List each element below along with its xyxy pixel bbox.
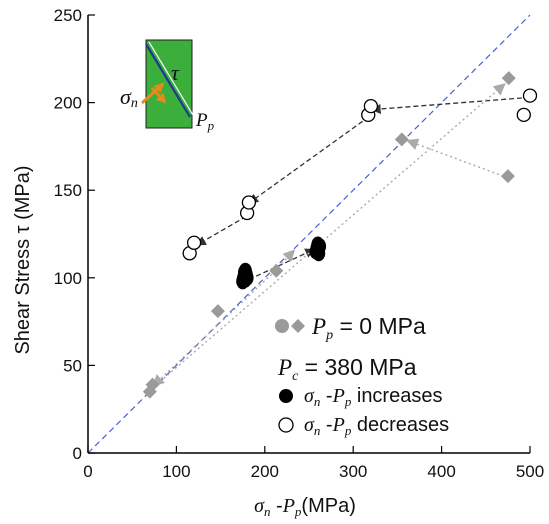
data-point-diamond (501, 71, 516, 86)
legend-item-decreases: σn -Pp decreases (278, 414, 449, 438)
inset-fault-line (145, 43, 191, 118)
points-layer (142, 71, 538, 399)
y-tick-label: 100 (54, 269, 82, 288)
svg-text:σn -Pp decreases: σn -Pp decreases (304, 414, 449, 438)
legend-marker-gray-circle (275, 319, 289, 333)
data-point-diamond (210, 304, 225, 319)
arrow-layer (152, 83, 531, 389)
data-point-open (186, 235, 202, 250)
y-tick-label: 50 (63, 356, 82, 375)
y-tick-label: 200 (54, 94, 82, 113)
fault-schematic-inset: σn τ Pp (120, 39, 215, 133)
legend-item-pc: Pc = 380 MPa (277, 354, 417, 384)
data-point-diamond (269, 263, 284, 278)
data-arrow (248, 116, 370, 204)
data-point-open (241, 195, 257, 210)
inset-fault-line (148, 41, 194, 116)
data-point-open (516, 107, 531, 123)
inset-shear-arrow (150, 86, 167, 104)
x-axis-label: σn -Pp(MPa) (254, 495, 356, 519)
x-tick-label: 200 (251, 462, 279, 481)
legend-item-increases: σn -Pp increases (279, 385, 442, 409)
legend: Pp = 0 MPa Pc = 380 MPa σn -Pp increases… (275, 313, 449, 438)
data-arrow (152, 270, 276, 387)
data-point-filled (240, 269, 254, 286)
inset-sigma-label: σn (120, 84, 138, 111)
x-tick-label: 400 (427, 462, 455, 481)
inset-normal-arrow (140, 82, 165, 105)
x-tick-label: 500 (516, 462, 544, 481)
data-arrow (277, 249, 296, 268)
y-tick-label: 150 (54, 181, 82, 200)
y-axis-label: Shear Stress τ (MPa) (12, 165, 34, 354)
y-tick-label: 0 (73, 444, 82, 463)
svg-text:σn -Pp increases: σn -Pp increases (304, 385, 442, 409)
legend-marker-filled-circle (279, 389, 293, 403)
legend-item-pp0: Pp = 0 MPa (275, 313, 426, 343)
tick-layer: 0 100 200 300 400 500 0 50 100 150 200 250 (54, 6, 545, 481)
data-point-open (522, 88, 538, 103)
data-arrow (248, 248, 316, 281)
y-tick-label: 250 (54, 6, 82, 25)
inset-pp-label: Pp (195, 110, 215, 133)
data-arrow (195, 215, 247, 246)
data-arrow (152, 83, 506, 389)
legend-marker-gray-diamond (291, 319, 305, 333)
svg-text:Pc = 380 MPa: Pc = 380 MPa (277, 354, 417, 384)
x-tick-label: 300 (339, 462, 367, 481)
data-point-open (363, 98, 379, 114)
data-point-diamond (500, 169, 515, 184)
axes-layer (87, 15, 530, 454)
data-arrow (406, 138, 504, 177)
data-point-diamond (145, 377, 160, 392)
data-arrow (370, 96, 531, 114)
x-tick-label: 0 (83, 462, 92, 481)
x-tick-label: 100 (162, 462, 190, 481)
legend-marker-open-circle (278, 417, 294, 433)
svg-text:Pp = 0 MPa: Pp = 0 MPa (311, 313, 426, 343)
data-point-filled (313, 238, 327, 255)
inset-tau-label: τ (171, 60, 180, 85)
data-point-diamond (394, 132, 409, 147)
